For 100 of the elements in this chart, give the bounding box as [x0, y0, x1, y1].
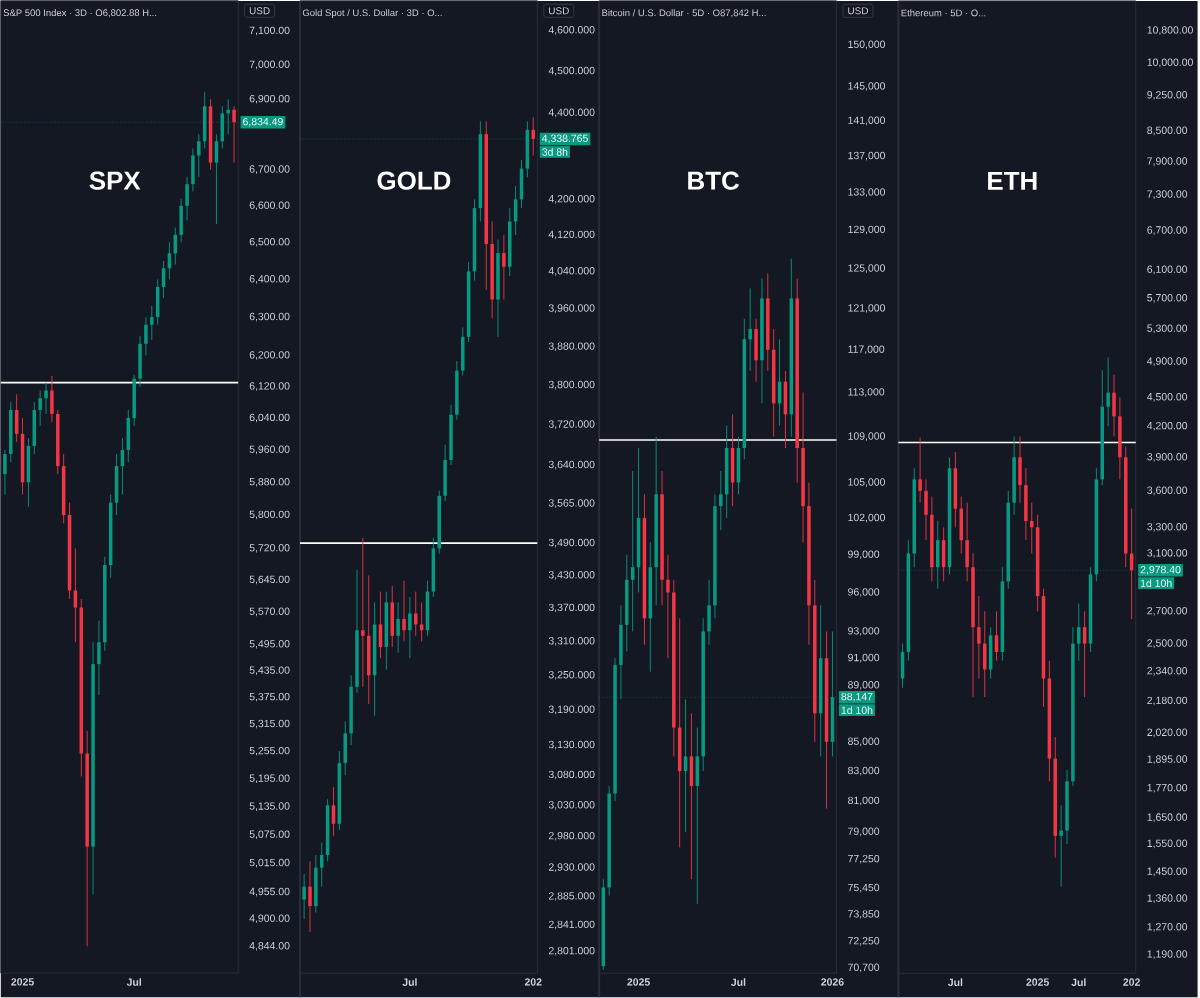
y-tick-label: 137,000	[848, 151, 886, 161]
x-tick-label: 202	[1123, 978, 1140, 986]
y-tick-label: 10,800.00	[1147, 26, 1193, 35]
y-tick-label: 125,000	[848, 264, 886, 273]
y-tick-label: 5,195.00	[249, 774, 290, 783]
y-tick-label: 121,000	[848, 304, 886, 313]
y-tick-label: 129,000	[848, 225, 886, 235]
x-tick-label: 2026	[821, 978, 844, 986]
y-tick-label: 4,600.000	[548, 25, 595, 35]
y-tick-label: 3,430.000	[548, 570, 595, 580]
y-tick-label: 5,570.00	[249, 607, 290, 617]
y-tick-label: 4,500.00	[1147, 392, 1188, 402]
y-tick-label: 5,300.00	[1147, 324, 1188, 333]
candlestick	[361, 537, 365, 688]
y-tick-label: 3,960.000	[548, 304, 595, 313]
y-tick-label: 5,135.00	[249, 802, 290, 811]
candlestick	[918, 436, 922, 503]
candlestick	[748, 287, 752, 372]
candlestick	[38, 389, 42, 427]
candlestick	[3, 449, 7, 495]
y-tick-label: 6,700.00	[1147, 226, 1188, 235]
text: 1d 10h	[841, 706, 873, 714]
text: Ethereum · 5D · O...	[901, 9, 986, 17]
y-tick-label: 96,000	[848, 588, 880, 597]
y-tick-label: 145,000	[848, 82, 886, 91]
x-tick-label: 2025	[627, 978, 650, 986]
y-tick-label: 4,200.000	[548, 194, 595, 204]
y-tick-label: 5,880.00	[249, 477, 290, 487]
text: BTC	[688, 171, 740, 190]
y-tick-label: 4,400.000	[548, 108, 595, 118]
y-tick-label: 7,900.00	[1147, 157, 1188, 166]
y-tick-label: 2,700.00	[1147, 606, 1188, 616]
y-tick-label: 2,841.000	[548, 920, 595, 930]
y-axis-title: USD	[549, 7, 569, 15]
y-tick-label: 3,900.00	[1147, 452, 1188, 462]
candlestick	[144, 316, 148, 356]
y-tick-label: 81,000	[848, 796, 880, 806]
y-tick-label: 2,930.000	[548, 863, 595, 872]
y-tick-label: 141,000	[848, 116, 886, 126]
candlestick	[97, 620, 101, 696]
y-tick-label: 5,375.00	[249, 692, 290, 702]
y-tick-label: 3,100.00	[1147, 549, 1188, 558]
y-tick-label: 3,370.000	[548, 603, 595, 613]
y-tick-label: 3,720.000	[548, 420, 595, 429]
y-tick-label: 1,550.00	[1147, 839, 1188, 849]
y-tick-label: 77,250	[848, 854, 880, 864]
y-tick-label: 5,720.00	[249, 543, 290, 553]
candlestick	[1076, 603, 1081, 661]
y-tick-label: 5,075.00	[249, 830, 290, 839]
candlestick	[302, 873, 306, 920]
y-tick-label: 109,000	[848, 432, 886, 441]
y-tick-label: 7,000.00	[249, 60, 290, 70]
y-tick-label: 6,500.00	[249, 237, 290, 247]
ref-line-label: 4,338.765	[542, 134, 588, 144]
y-tick-label: 5,495.00	[249, 639, 290, 649]
x-tick-label: Jul	[1071, 978, 1086, 986]
candlestick	[413, 591, 418, 637]
y-tick-label: 1,450.00	[1147, 867, 1188, 876]
y-tick-label: 150,000	[848, 40, 886, 50]
y-tick-label: 4,040.000	[548, 266, 595, 276]
y-tick-label: 5,700.00	[1147, 293, 1188, 303]
y-tick-label: 3,640.000	[548, 460, 595, 470]
x-tick-label: Jul	[126, 978, 141, 986]
text: ETH	[988, 171, 1037, 190]
y-tick-label: 3,190.000	[548, 705, 595, 715]
candlestick	[719, 470, 723, 531]
y-tick-label: 117,000	[848, 345, 885, 354]
ref-line-label: 6,834.49	[243, 117, 283, 127]
y-tick-label: 2,340.00	[1147, 666, 1188, 676]
y-tick-label: 6,040.00	[249, 413, 290, 423]
candlestick	[666, 554, 670, 659]
y-tick-label: 6,600.00	[249, 201, 290, 210]
x-tick-label: Jul	[947, 978, 963, 986]
y-tick-label: 2,980.000	[548, 831, 595, 841]
candlestick	[1029, 502, 1034, 554]
candlestick	[308, 860, 312, 933]
y-tick-label: 4,900.00	[1147, 357, 1188, 366]
y-tick-label: 1,650.00	[1147, 813, 1188, 822]
y-tick-label: 75,450	[848, 883, 880, 893]
x-tick-label: 2025	[11, 978, 34, 986]
y-tick-label: 1,270.00	[1147, 922, 1188, 932]
y-tick-label: 89,000	[848, 680, 880, 690]
y-tick-label: 6,100.00	[1147, 265, 1188, 275]
y-tick-label: 6,900.00	[249, 94, 290, 104]
y-tick-label: 3,490.000	[548, 538, 595, 548]
y-tick-label: 91,000	[848, 653, 880, 663]
text: GOLD	[377, 171, 451, 190]
y-tick-label: 99,000	[848, 550, 880, 559]
y-tick-label: 4,500.000	[548, 66, 595, 76]
y-tick-label: 7,300.00	[1147, 190, 1188, 199]
y-tick-label: 6,300.00	[249, 312, 290, 322]
y-tick-label: 3,030.000	[548, 800, 595, 810]
text: S&P 500 Index · 3D · O6,802.88 H...	[3, 8, 157, 18]
y-tick-label: 79,000	[848, 827, 880, 837]
y-tick-label: 113,000	[848, 387, 885, 397]
x-tick-label: Jul	[402, 978, 417, 986]
ref-line-label: 88,147	[841, 692, 873, 702]
y-tick-label: 2,180.00	[1147, 696, 1188, 706]
y-tick-label: 5,645.00	[249, 575, 290, 585]
candlestick	[1112, 374, 1116, 437]
